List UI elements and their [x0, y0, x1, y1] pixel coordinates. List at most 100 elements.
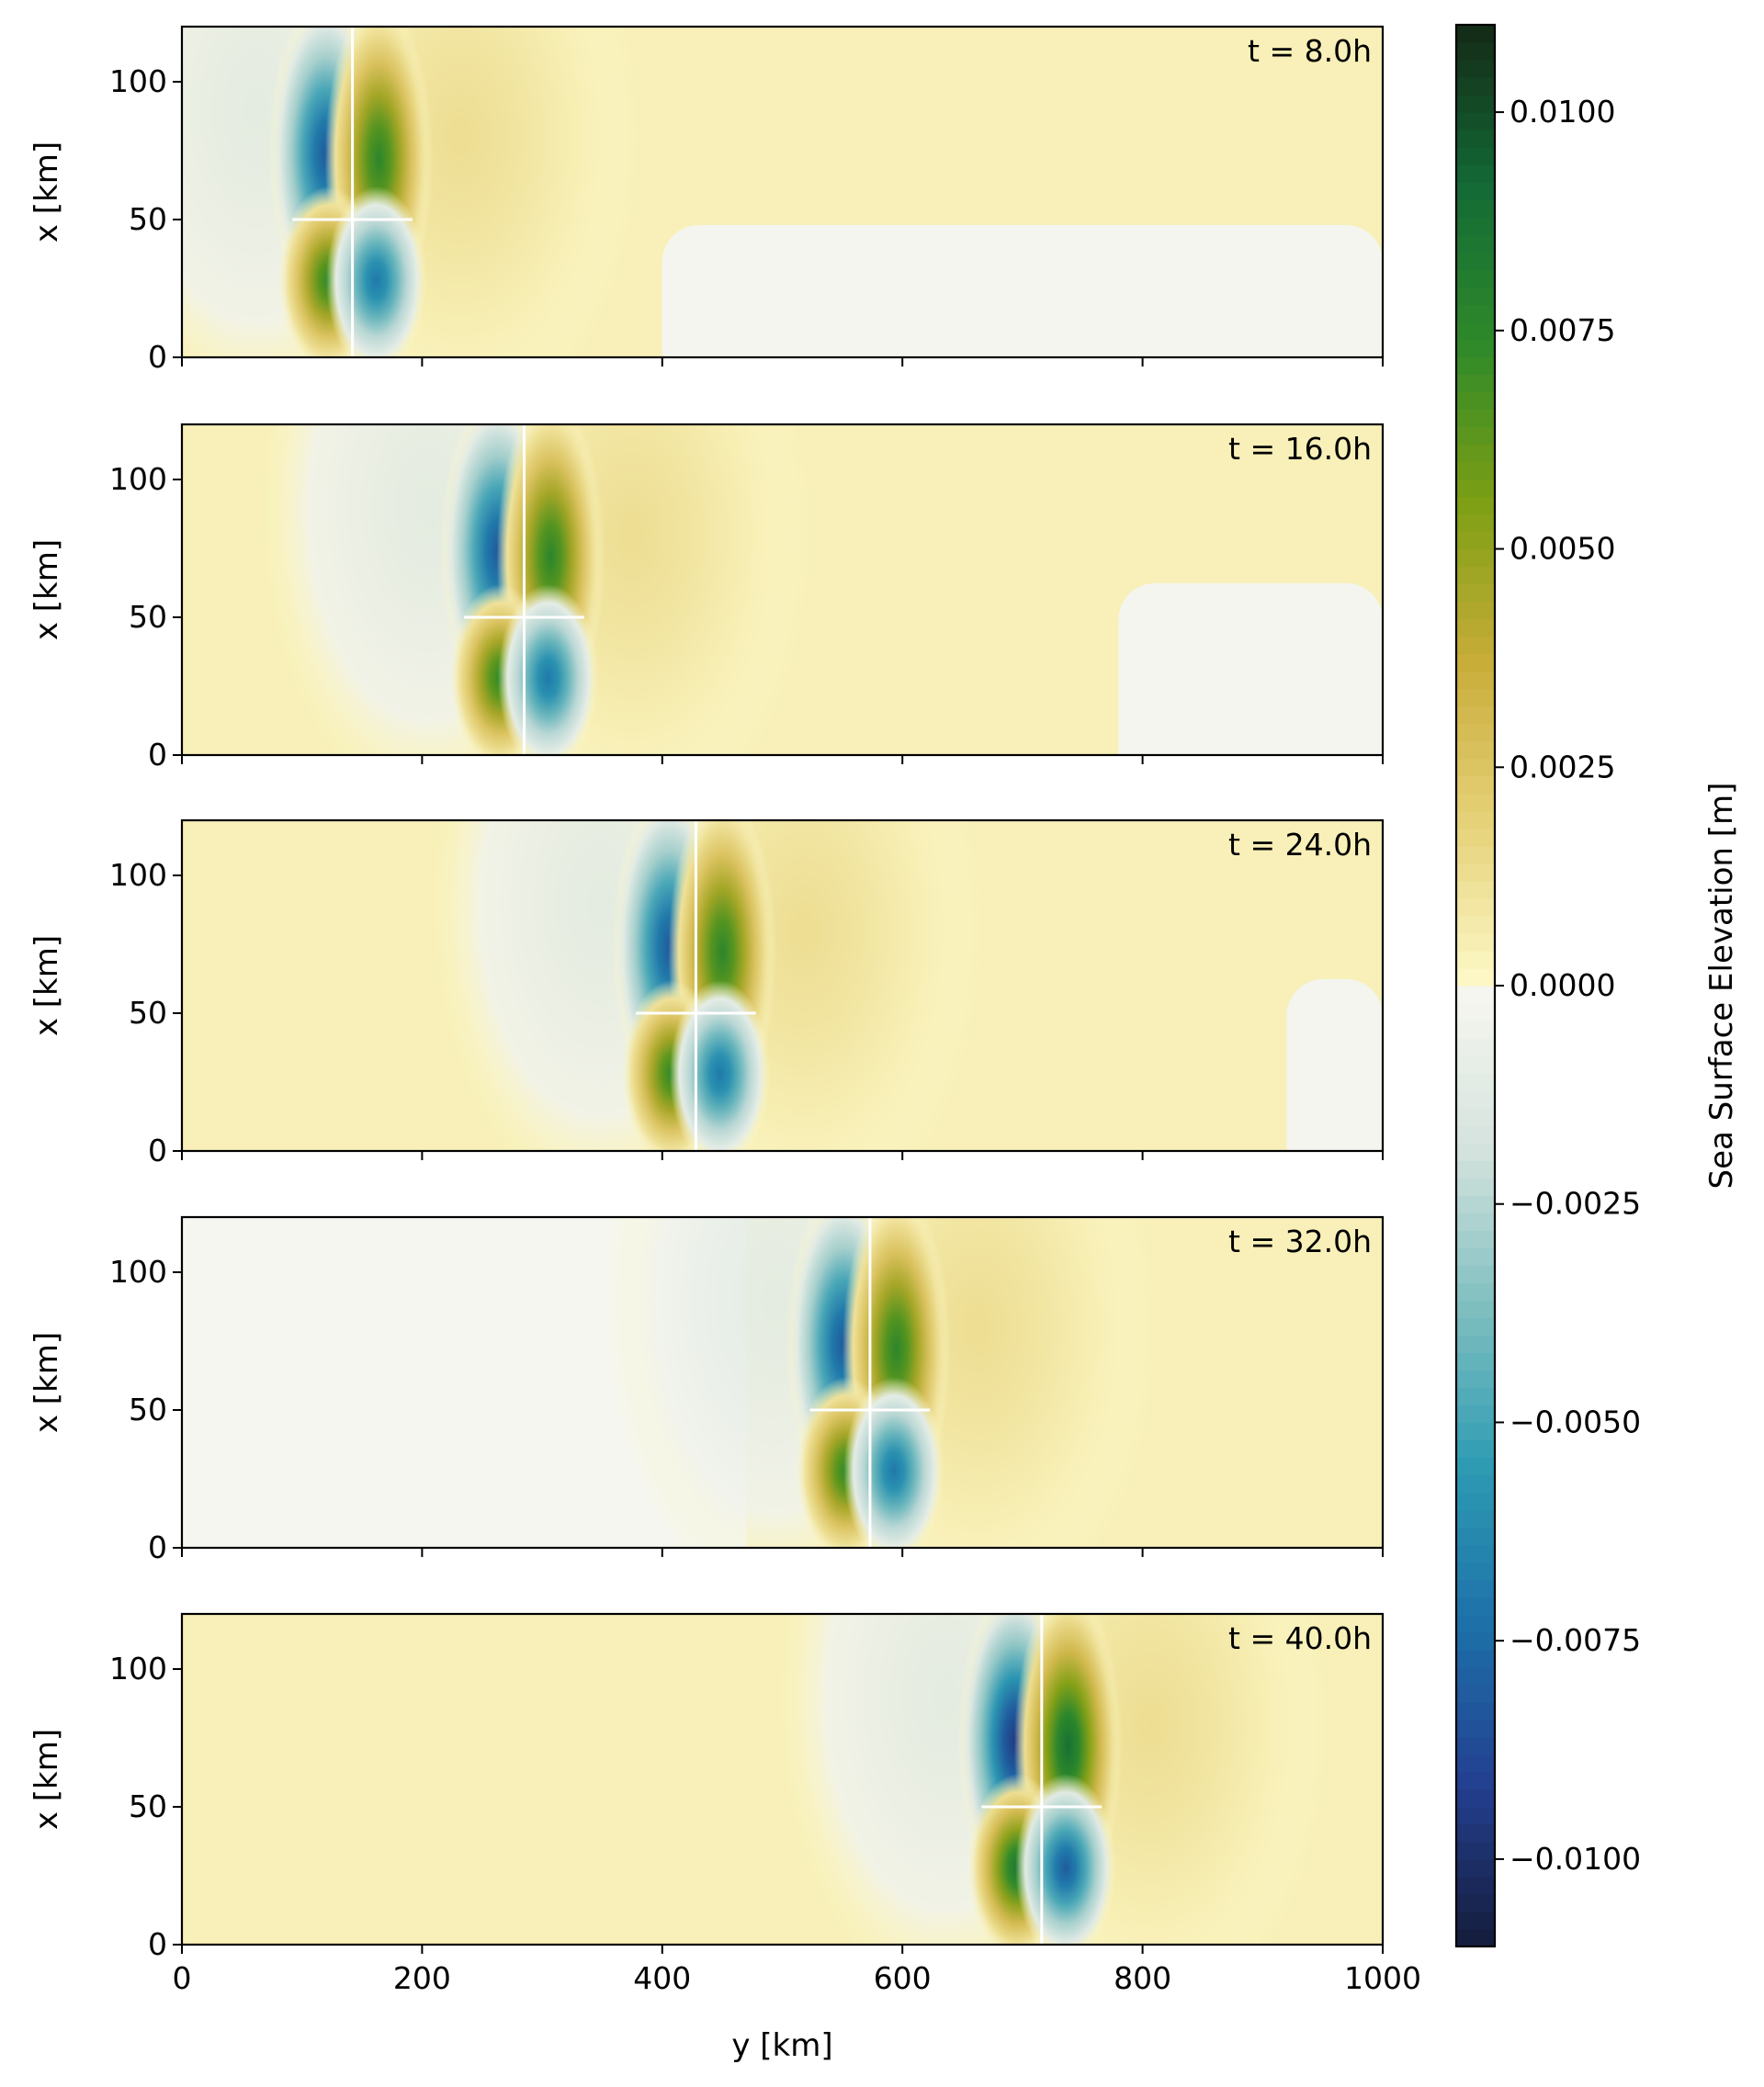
colorbar-segment: [1456, 130, 1495, 148]
colorbar-segment: [1456, 723, 1495, 742]
colorbar-segment: [1456, 688, 1495, 707]
colorbar-tick-label: 0.0025: [1510, 749, 1615, 784]
colorbar-segment: [1456, 1754, 1495, 1773]
panels: t = 8.0h 0 50 100 x [km] t = 16.0h 0 50 100 x [km…: [28, 25, 1421, 1996]
colorbar-segment: [1456, 1387, 1495, 1406]
y-tick-label: 50: [129, 995, 167, 1031]
colorbar-segment: [1456, 828, 1495, 847]
colorbar-segment: [1456, 566, 1495, 585]
y-tick-label: 100: [109, 63, 167, 99]
colorbar-segment: [1456, 513, 1495, 533]
colorbar-segment: [1456, 1143, 1495, 1161]
colorbar-segment: [1456, 915, 1495, 934]
y-tick-label: 100: [109, 857, 167, 893]
field-2: [182, 424, 1383, 755]
colorbar-segment: [1456, 845, 1495, 864]
colorbar-segment: [1456, 287, 1495, 305]
time-label: t = 32.0h: [1228, 1224, 1372, 1259]
colorbar-segment: [1456, 758, 1495, 777]
weak-negative-region: [1118, 582, 1383, 755]
colorbar-segment: [1456, 1038, 1495, 1056]
colorbar-segment: [1456, 740, 1495, 760]
lower-negative-core: [325, 186, 427, 357]
colorbar-segment: [1456, 1771, 1495, 1790]
colorbar-segment: [1456, 269, 1495, 288]
colorbar: 0.0100 0.0075 0.0050 0.0025 0.0000 −0.0025 −0.…: [1454, 23, 1740, 1948]
colorbar-segment: [1456, 1684, 1495, 1703]
colorbar-segment: [1456, 1404, 1495, 1424]
colorbar-segment: [1456, 409, 1495, 428]
y-tick-label: 0: [148, 737, 167, 773]
x-tick-label: 200: [393, 1960, 451, 1996]
colorbar-segment: [1456, 1073, 1495, 1091]
y-tick-label: 50: [129, 1788, 167, 1824]
lower-negative-core: [497, 584, 599, 755]
y-tick-label: 50: [129, 201, 167, 237]
colorbar-segment: [1456, 322, 1495, 340]
colorbar-segment: [1456, 1701, 1495, 1720]
weak-negative-region: [1286, 978, 1383, 1151]
colorbar-segment: [1456, 1230, 1495, 1248]
weak-negative-region: [662, 225, 1383, 357]
colorbar-segment: [1456, 671, 1495, 690]
colorbar-tick-label: 0.0050: [1510, 531, 1615, 567]
colorbar-tick-label: 0.0100: [1510, 94, 1615, 130]
colorbar-segment: [1456, 496, 1495, 515]
colorbar-segment: [1456, 1352, 1495, 1371]
colorbar-segment: [1456, 1474, 1495, 1494]
colorbar-segment: [1456, 1596, 1495, 1616]
colorbar-segment: [1456, 793, 1495, 812]
y-tick-label: 0: [148, 339, 167, 375]
colorbar-segment: [1456, 199, 1495, 218]
colorbar-segment: [1456, 863, 1495, 882]
colorbar-segment: [1456, 42, 1495, 61]
colorbar-segment: [1456, 164, 1495, 183]
panel-1: t = 8.0h 0 50 100 x [km]: [28, 25, 1385, 375]
colorbar-tick-label: −0.0050: [1510, 1404, 1641, 1439]
colorbar-segment: [1456, 1509, 1495, 1529]
colorbar-segment: [1456, 25, 1495, 43]
colorbar-segment: [1456, 705, 1495, 725]
colorbar-segment: [1456, 374, 1495, 392]
colorbar-segment: [1456, 1841, 1495, 1860]
colorbar-segment: [1456, 1160, 1495, 1179]
colorbar-segment: [1456, 1579, 1495, 1598]
lower-negative-core: [669, 980, 771, 1151]
colorbar-tick-label: 0.0075: [1510, 312, 1615, 348]
colorbar-segment: [1456, 1911, 1495, 1930]
colorbar-segment: [1456, 775, 1495, 795]
colorbar-segment: [1456, 1823, 1495, 1843]
y-tick-label: 0: [148, 1133, 167, 1168]
colorbar-segment: [1456, 1021, 1495, 1039]
colorbar-segment: [1456, 77, 1495, 96]
colorbar-segment: [1456, 339, 1495, 357]
colorbar-segment: [1456, 1788, 1495, 1808]
colorbar-segment: [1456, 986, 1495, 1004]
colorbar-segment: [1456, 950, 1495, 969]
colorbar-segment: [1456, 618, 1495, 637]
colorbar-segment: [1456, 1893, 1495, 1912]
colorbar-label: Sea Surface Elevation [m]: [1703, 783, 1740, 1190]
colorbar-segment: [1456, 1195, 1495, 1213]
colorbar-segment: [1456, 1108, 1495, 1126]
x-tick-label: 0: [173, 1960, 192, 1996]
colorbar-segment: [1456, 880, 1495, 899]
colorbar-segment: [1456, 1719, 1495, 1738]
colorbar-segment: [1456, 461, 1495, 480]
colorbar-segment: [1456, 1335, 1495, 1353]
field-1: [182, 27, 1383, 357]
colorbar-segment: [1456, 583, 1495, 603]
y-tick-label: 100: [109, 461, 167, 497]
x-tick-label: 800: [1114, 1960, 1171, 1996]
field-3: [182, 820, 1383, 1151]
colorbar-segment: [1456, 1055, 1495, 1074]
colorbar-segment: [1456, 479, 1495, 498]
colorbar-segment: [1456, 1422, 1495, 1441]
colorbar-tick-label: −0.0025: [1510, 1186, 1641, 1222]
panel-frame: [180, 1612, 1385, 1946]
colorbar-segment: [1456, 234, 1495, 253]
x-tick-label: 1000: [1344, 1960, 1421, 1996]
colorbar-tick-label: 0.0000: [1510, 967, 1615, 1003]
colorbar-segment: [1456, 1562, 1495, 1581]
